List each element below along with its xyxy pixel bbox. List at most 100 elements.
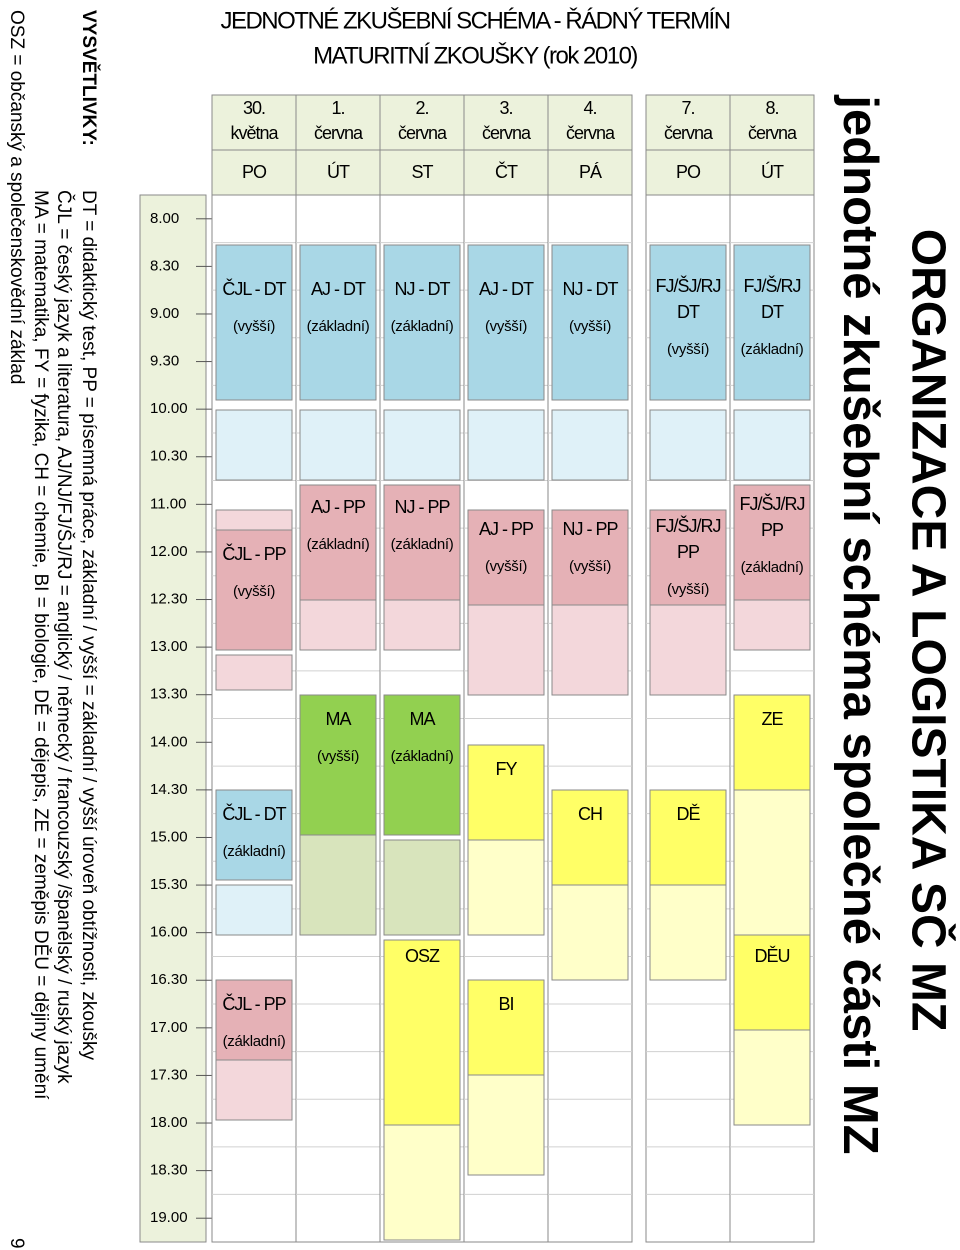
event-label: NJ - DT [563, 279, 619, 299]
time-block [215, 509, 293, 531]
time-block [551, 509, 629, 606]
event-label: DĚU [754, 946, 789, 966]
event-label: FJ/ŠJ/RJ [739, 493, 804, 514]
event-label: (vyšší) [667, 341, 709, 358]
time-label: 18.30 [150, 1162, 188, 1179]
time-block [299, 834, 377, 936]
time-block [383, 599, 461, 651]
time-block [467, 604, 545, 696]
day-month: května [230, 123, 279, 143]
day-month: června [314, 123, 364, 143]
event-label: FJ/ŠJ/RJ [655, 515, 720, 536]
event-label: (vyšší) [569, 318, 611, 335]
time-block [467, 744, 545, 841]
event-label: ČJL - PP [222, 543, 286, 564]
event-label: (vyšší) [233, 318, 275, 335]
event-label: AJ - DT [311, 279, 366, 299]
time-block [649, 409, 727, 481]
event-label: PP [677, 542, 700, 562]
time-block [733, 1029, 811, 1126]
event-label: (vyšší) [233, 583, 275, 600]
event-label: AJ - DT [479, 279, 534, 299]
event-label: NJ - DT [395, 279, 451, 299]
time-block [215, 409, 293, 481]
event-label: AJ - PP [311, 497, 366, 517]
legend-line: MA = matematika, FY = fyzika, CH = chemi… [30, 190, 52, 1100]
event-label: (základní) [223, 843, 286, 860]
time-block [733, 244, 811, 401]
time-block [383, 409, 461, 481]
time-block [649, 789, 727, 886]
time-label: 19.00 [150, 1209, 188, 1226]
title: ORGANIZACE A LOGISTIKA SČ MZ [901, 229, 956, 1032]
weekday-header [729, 149, 815, 196]
event-label: DT [761, 302, 784, 322]
weekday-header [211, 149, 297, 196]
event-label: ČJL - PP [222, 993, 286, 1014]
legend-heading: VYSVĚTLIVKY: [78, 10, 100, 146]
weekday: ČT [495, 161, 518, 182]
weekday: ÚT [761, 161, 784, 182]
day-date: 4. [583, 98, 596, 118]
event-label: (vyšší) [317, 748, 359, 765]
event-label: (základní) [741, 341, 804, 358]
time-block [467, 839, 545, 936]
event-label: BI [498, 994, 513, 1014]
event-label: (vyšší) [667, 581, 709, 598]
time-block [215, 244, 293, 401]
weekday: ÚT [327, 161, 350, 182]
event-label: MA [326, 709, 352, 729]
time-label: 14.00 [150, 733, 188, 750]
event-label: (vyšší) [569, 558, 611, 575]
day-month: června [664, 123, 714, 143]
time-label: 17.00 [150, 1019, 188, 1036]
time-block [383, 694, 461, 836]
schedule-title: MATURITNÍ ZKOUŠKY (rok 2010) [313, 41, 637, 69]
time-label: 15.00 [150, 828, 188, 845]
event-label: (základní) [307, 318, 370, 335]
weekday: PO [676, 162, 701, 182]
event-label: PP [761, 520, 784, 540]
event-label: DĚ [676, 804, 700, 824]
event-label: ČJL - DT [222, 803, 286, 824]
time-block [733, 934, 811, 1031]
time-label: 16.00 [150, 924, 188, 941]
event-label: (základní) [307, 536, 370, 553]
day-header [379, 94, 465, 151]
day-date: 3. [499, 98, 512, 118]
day-date: 30. [243, 98, 265, 118]
day-month: června [398, 123, 448, 143]
event-label: FJ/ŠJ/RJ [655, 275, 720, 296]
time-block [551, 884, 629, 981]
time-block [733, 409, 811, 481]
time-label: 10.30 [150, 448, 188, 465]
day-header [729, 94, 815, 151]
time-label: 10.00 [150, 400, 188, 417]
day-date: 8. [765, 98, 778, 118]
event-label: ZE [761, 709, 783, 729]
time-column [139, 194, 207, 1243]
time-block [215, 1059, 293, 1121]
legend-line: OSZ = občanský a společenskovědní základ [6, 10, 27, 384]
time-block [649, 604, 727, 696]
time-block [467, 409, 545, 481]
time-block [551, 409, 629, 481]
weekday-header [295, 149, 381, 196]
time-block [733, 694, 811, 791]
time-block [467, 979, 545, 1076]
time-block [299, 244, 377, 401]
weekday: PO [242, 162, 267, 182]
time-block [467, 1074, 545, 1176]
time-label: 14.30 [150, 781, 188, 798]
time-block [299, 484, 377, 601]
time-block [649, 509, 727, 606]
time-label: 16.30 [150, 971, 188, 988]
time-block [299, 599, 377, 651]
time-block [215, 529, 293, 651]
time-block [383, 1124, 461, 1241]
time-label: 18.00 [150, 1114, 188, 1131]
day-month: června [748, 123, 798, 143]
event-label: NJ - PP [394, 497, 450, 517]
event-label: (základní) [391, 318, 454, 335]
event-label: CH [578, 804, 602, 824]
